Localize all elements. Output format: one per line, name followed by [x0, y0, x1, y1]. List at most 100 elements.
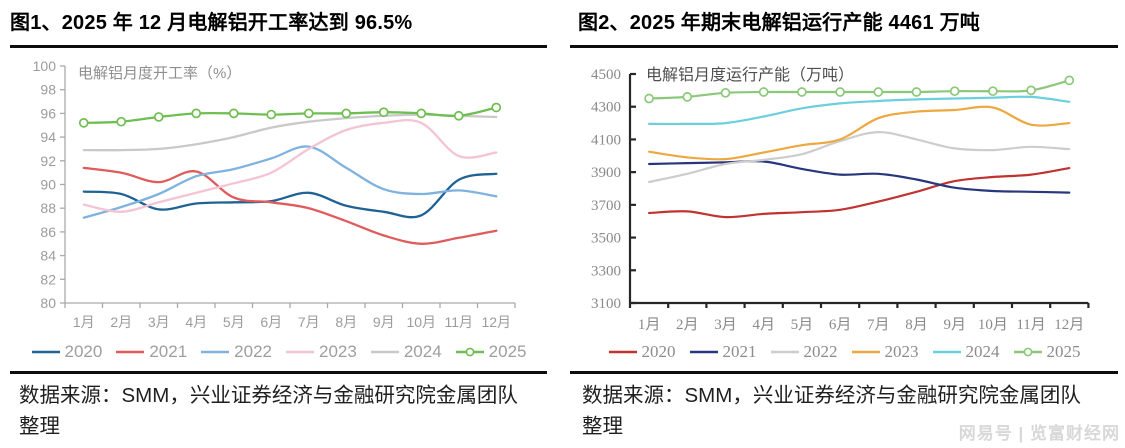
- y-tick-label: 100: [33, 58, 57, 74]
- series-line-2022: [648, 130, 1071, 184]
- series-line-2021: [648, 160, 1071, 194]
- y-tick-label: 86: [40, 224, 56, 240]
- x-tick-label: 7月: [867, 317, 890, 333]
- series-line-2023: [82, 118, 498, 213]
- x-tick-label: 5月: [791, 317, 814, 333]
- y-tick-label: 84: [40, 248, 56, 264]
- series-marker-2025: [453, 110, 464, 121]
- series-line-2021: [82, 166, 498, 245]
- series-marker-2025: [911, 87, 922, 97]
- legend-swatch-2020: [31, 350, 60, 354]
- series-marker-2025: [191, 108, 202, 119]
- series-marker-2025: [78, 118, 89, 128]
- series-line-2022: [82, 145, 498, 219]
- series-marker-2025: [758, 87, 769, 97]
- figure2-panel: 图2、2025 年期末电解铝运行产能 4461 万吨 3100 3300 3500 3…: [570, 0, 1118, 448]
- legend-marker: [465, 347, 475, 357]
- legend-item-2025: 2025: [1013, 342, 1081, 362]
- series-marker-2025: [873, 87, 884, 97]
- y-tick-label: 82: [40, 271, 56, 287]
- legend-item-2023: 2023: [851, 342, 919, 362]
- chart-axis-title: 电解铝月度开工率（%）: [78, 65, 241, 82]
- y-tick-label: 3100: [591, 296, 621, 312]
- legend-swatch-2022: [770, 350, 799, 354]
- series-marker-2025: [491, 102, 502, 113]
- series-marker-2025: [988, 86, 998, 97]
- y-tick-label: 4500: [591, 67, 621, 83]
- y-tick-label: 96: [40, 105, 56, 121]
- series-line-2020: [82, 172, 498, 219]
- legend-swatch-2025: [455, 347, 484, 357]
- y-tick-label: 3900: [591, 165, 621, 181]
- figure2-title: 图2、2025 年期末电解铝运行产能 4461 万吨: [578, 12, 980, 34]
- y-tick-label: 4100: [591, 132, 621, 148]
- figure2-source: 数据来源：SMM，兴业证券经济与金融研究院金属团队整理: [582, 384, 1081, 438]
- legend-swatch-2024: [932, 350, 961, 354]
- figure1-panel: 图1、2025 年 12 月电解铝开工率达到 96.5% 80 82 84 86 88 9…: [10, 0, 547, 448]
- legend-marker: [1023, 347, 1032, 357]
- operating-rate-line-chart: 80 82 84 86 88 90 92 94 96 98 100 1月 2月 3月 4月 5月 6月 7月 8月 9…: [33, 58, 516, 330]
- legend-item-2022: 2022: [200, 342, 272, 362]
- series-marker-2025: [682, 92, 693, 102]
- x-tick-label: 1月: [638, 317, 661, 333]
- legend-label-2023: 2023: [884, 342, 919, 361]
- legend-swatch-2023: [286, 350, 314, 354]
- x-tick-label: 11月: [1016, 317, 1045, 333]
- y-tick-label: 3700: [591, 198, 621, 214]
- x-tick-label: 2月: [676, 317, 699, 333]
- x-tick-label: 4月: [185, 314, 207, 330]
- legend-label-2022: 2022: [234, 342, 272, 361]
- x-tick-label: 6月: [260, 314, 282, 330]
- series-marker-2025: [644, 93, 654, 104]
- series-marker-2025: [949, 86, 960, 97]
- series-marker-2025: [266, 109, 277, 120]
- legend-swatch-2025: [1013, 347, 1042, 357]
- legend-label-2021: 2021: [722, 342, 757, 361]
- series-marker-2025: [835, 87, 845, 97]
- y-tick-label: 92: [40, 153, 56, 169]
- x-tick-label: 10月: [978, 317, 1008, 333]
- legend-label-2022: 2022: [803, 342, 838, 361]
- series-line-2020: [648, 167, 1071, 219]
- series-line-2025: [82, 106, 498, 125]
- y-tick-label: 4300: [591, 100, 621, 116]
- x-tick-label: 5月: [223, 314, 245, 330]
- figure2-title-rule: [570, 45, 1118, 48]
- legend-item-2022: 2022: [770, 342, 838, 362]
- figure2-source-rule: [570, 371, 1118, 374]
- running-capacity-line-chart: 3100 3300 3500 3700 3900 4100 4300 4500 1月 2月 3月 4月…: [591, 66, 1090, 333]
- legend-swatch-2022: [201, 350, 230, 354]
- x-tick-label: 8月: [905, 317, 928, 333]
- legend-label-2024: 2024: [965, 342, 1000, 361]
- x-tick-label: 2月: [110, 314, 132, 330]
- legend-item-2025: 2025: [455, 342, 526, 362]
- legend-item-2021: 2021: [689, 342, 757, 362]
- chart-axis-title: 电解铝月度运行产能（万吨）: [646, 66, 854, 84]
- legend-label-2020: 2020: [64, 342, 103, 361]
- watermark: 网易号 | 览富财经网: [958, 424, 1120, 443]
- legend-item-2024: 2024: [932, 342, 1000, 362]
- legend-item-2021: 2021: [115, 342, 187, 362]
- y-tick-label: 3500: [591, 231, 621, 247]
- figure2-legend: 2020 2021 2022 2023 2024 2025: [570, 342, 1118, 362]
- legend-swatch-2020: [608, 350, 637, 354]
- x-tick-label: 6月: [829, 317, 852, 333]
- series-marker-2025: [153, 112, 164, 122]
- figure1-legend: 2020 2021 2022 2023 2024 2025: [10, 342, 547, 362]
- legend-label-2020: 2020: [641, 342, 676, 361]
- figure1-source: 数据来源：SMM，兴业证券经济与金融研究院金属团队整理: [19, 384, 518, 438]
- series-marker-2025: [416, 108, 427, 119]
- legend-label-2021: 2021: [149, 342, 188, 361]
- x-tick-label: 8月: [335, 314, 357, 330]
- legend-item-2020: 2020: [31, 342, 103, 362]
- y-tick-label: 3300: [591, 263, 621, 279]
- legend-item-2023: 2023: [285, 342, 357, 362]
- x-tick-label: 7月: [298, 314, 320, 330]
- x-tick-label: 1月: [73, 314, 95, 330]
- series-marker-2025: [797, 87, 807, 97]
- series-line-2023: [648, 105, 1071, 161]
- y-tick-label: 94: [40, 129, 56, 145]
- series-marker-2025: [720, 87, 731, 98]
- figure1-title-rule: [10, 45, 547, 48]
